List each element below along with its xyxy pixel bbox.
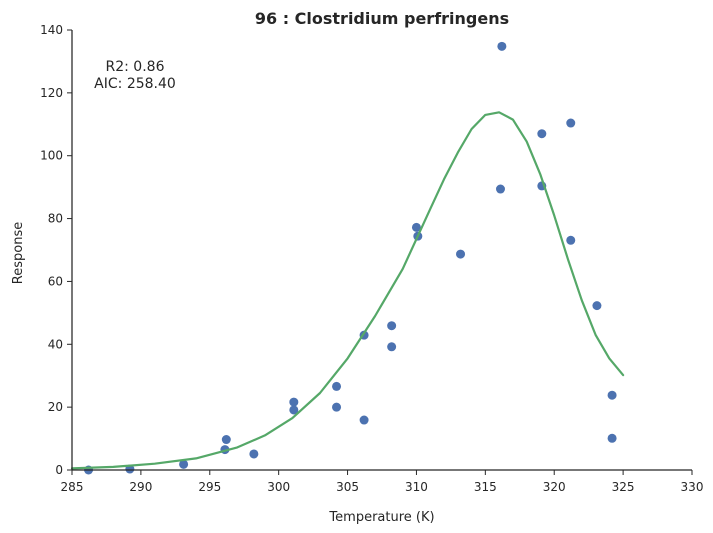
x-tick-label: 305 — [336, 480, 359, 494]
data-point — [497, 41, 507, 51]
data-point — [332, 402, 342, 412]
data-point — [387, 321, 397, 331]
y-tick-label: 60 — [48, 274, 63, 288]
y-axis-title: Response — [11, 222, 26, 284]
data-point — [289, 397, 299, 407]
data-point — [179, 459, 189, 469]
r2-annotation: R2: 0.86 — [106, 59, 165, 75]
data-point — [456, 249, 466, 259]
data-point — [537, 129, 547, 139]
x-tick-label: 310 — [405, 480, 428, 494]
y-axis-ticks: 0 20 40 60 80 100 120 140 — [40, 23, 72, 477]
y-tick-label: 100 — [40, 149, 63, 163]
x-tick-label: 325 — [612, 480, 635, 494]
plot-area — [70, 41, 625, 475]
aic-annotation: AIC: 258.40 — [94, 76, 176, 92]
data-point — [289, 405, 299, 415]
data-point — [387, 342, 397, 352]
x-tick-label: 295 — [198, 480, 221, 494]
x-tick-label: 290 — [129, 480, 152, 494]
data-point — [332, 381, 342, 391]
x-tick-label: 285 — [61, 480, 84, 494]
x-axis-ticks: 285 290 295 300 305 310 315 320 325 330 — [61, 470, 704, 494]
y-tick-label: 40 — [48, 337, 63, 351]
data-point — [566, 118, 576, 128]
y-tick-label: 120 — [40, 86, 63, 100]
y-tick-label: 140 — [40, 23, 63, 37]
data-point — [221, 435, 231, 445]
y-tick-label: 0 — [55, 463, 63, 477]
data-point — [607, 390, 617, 400]
data-point — [495, 184, 505, 194]
data-point — [566, 235, 576, 245]
y-tick-label: 20 — [48, 400, 63, 414]
data-point — [359, 415, 369, 425]
data-point — [607, 433, 617, 443]
data-point — [411, 222, 421, 232]
chart-title: 96 : Clostridium perfringens — [255, 9, 509, 28]
data-point — [592, 301, 602, 311]
data-point — [249, 449, 259, 459]
x-tick-label: 320 — [543, 480, 566, 494]
x-tick-label: 330 — [681, 480, 704, 494]
x-axis-title: Temperature (K) — [328, 510, 434, 525]
y-tick-label: 80 — [48, 212, 63, 226]
fit-curve — [70, 111, 625, 470]
x-tick-label: 300 — [267, 480, 290, 494]
x-tick-label: 315 — [474, 480, 497, 494]
